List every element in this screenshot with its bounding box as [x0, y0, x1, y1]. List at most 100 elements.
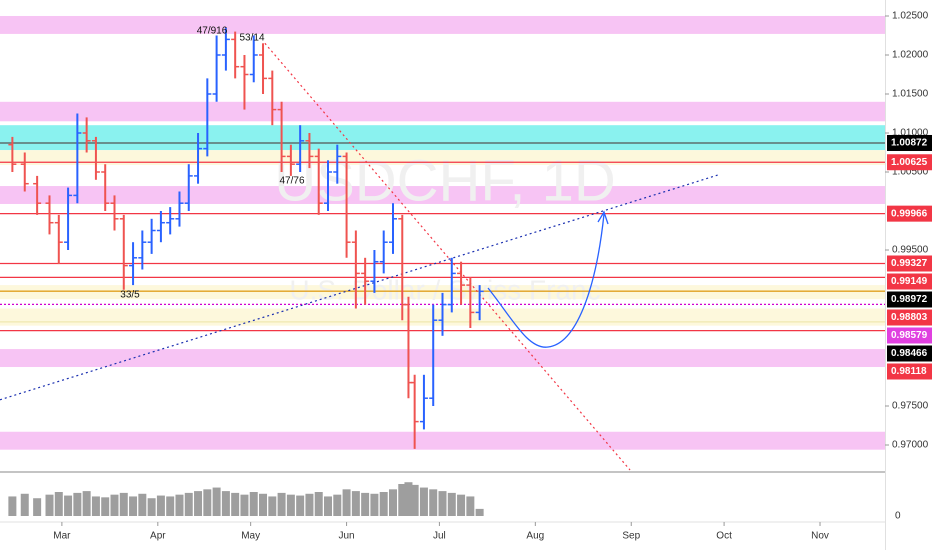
- projection-arrow: [487, 213, 605, 348]
- level-label: 1.00872: [891, 138, 928, 149]
- level-label-bg: [887, 309, 932, 326]
- y-tick-label: 1.02000: [892, 50, 929, 61]
- level-label: 0.98118: [891, 366, 927, 377]
- watermark-sub: U.S. Dollar / Swiss Franc: [289, 274, 600, 305]
- volume-bar: [45, 494, 54, 516]
- volume-bar: [324, 496, 333, 516]
- volume-bar: [429, 489, 438, 516]
- level-label: 0.99966: [891, 208, 928, 219]
- x-tick-label: May: [241, 531, 260, 542]
- volume-bar: [221, 491, 230, 516]
- volume-bar: [147, 498, 156, 516]
- volume-bar: [249, 492, 258, 516]
- level-label-bg: [887, 205, 932, 222]
- x-tick-label: Aug: [526, 531, 544, 542]
- volume-bar: [379, 492, 388, 516]
- volume-bar: [175, 494, 184, 516]
- x-tick-label: Jun: [339, 531, 355, 542]
- volume-bar: [259, 493, 268, 516]
- volume-bar: [101, 497, 110, 516]
- volume-bar: [54, 492, 63, 516]
- volume-bar: [82, 491, 91, 516]
- volume-bar: [110, 494, 119, 516]
- volume-bar: [398, 484, 407, 516]
- volume-bar: [410, 484, 419, 516]
- volume-bar: [138, 493, 147, 516]
- volume-bar: [184, 492, 193, 516]
- trendline: [0, 173, 721, 401]
- y-tick-label: 0.99500: [892, 245, 929, 256]
- level-label-bg: [887, 291, 932, 308]
- volume-bar: [156, 495, 165, 516]
- volume-bar: [64, 495, 73, 516]
- zone: [0, 431, 885, 450]
- y-tick-label: 1.01000: [892, 128, 929, 139]
- annotation: 33/5: [120, 290, 140, 301]
- volume-bar: [388, 489, 397, 516]
- zones: [0, 15, 885, 450]
- volume-bar: [305, 493, 314, 516]
- volume-bar: [457, 494, 466, 516]
- volume-bar: [231, 492, 240, 516]
- level-label-bg: [887, 255, 932, 272]
- zone: [0, 285, 885, 300]
- volume-bar: [351, 491, 360, 516]
- annotation: 47/916: [197, 26, 228, 37]
- volume-bar: [91, 496, 100, 516]
- level-label: 0.98466: [891, 348, 928, 359]
- volume-bar: [404, 482, 413, 516]
- y-tick-label: 1.00500: [892, 167, 929, 178]
- level-label: 0.99327: [891, 258, 928, 269]
- x-tick-label: Apr: [150, 531, 166, 542]
- zone: [0, 125, 885, 151]
- zone: [0, 101, 885, 122]
- x-tick-label: Oct: [716, 531, 732, 542]
- y-tick-label: 1.02500: [892, 11, 929, 22]
- level-label: 0.99149: [891, 276, 928, 287]
- volume-bar: [333, 494, 342, 516]
- volume-bar: [268, 496, 277, 516]
- level-label: 0.98803: [891, 312, 928, 323]
- volume-bar: [370, 493, 379, 516]
- zone: [0, 186, 885, 204]
- volume-bar: [286, 494, 295, 516]
- axis-labels: 1.02500 1.02000 1.01500 1.01000 1.00500 0.995…: [53, 11, 932, 542]
- volume-bar: [194, 491, 203, 516]
- volume-bar: [277, 492, 286, 516]
- y-tick-label: 0.97500: [892, 401, 929, 412]
- y-tick-label: 0.97000: [892, 440, 929, 451]
- x-tick-label: Nov: [811, 531, 829, 542]
- volume-bar: [119, 492, 128, 516]
- y-tick-label: 1.01500: [892, 89, 929, 100]
- arrow-head: [597, 210, 609, 225]
- price-bars: [8, 27, 484, 449]
- trendlines: [0, 42, 721, 471]
- x-tick-label: Mar: [53, 531, 71, 542]
- volume-bar: [20, 493, 29, 516]
- annotation: 47/76: [279, 176, 304, 187]
- volume-tick-label: 0: [895, 511, 901, 522]
- volume-bar: [296, 495, 305, 516]
- volume-bar: [447, 492, 456, 516]
- volume-bar: [475, 508, 484, 516]
- x-tick-label: Jul: [433, 531, 446, 542]
- level-label: 0.98579: [891, 330, 928, 341]
- volume-bar: [129, 496, 138, 516]
- volume-bar: [240, 494, 249, 516]
- trendline: [264, 42, 631, 471]
- volume-bar: [419, 487, 428, 516]
- volume-bar: [466, 496, 475, 516]
- volume-bar: [438, 491, 447, 516]
- volume-bar: [8, 496, 17, 516]
- annotation: 53/14: [239, 33, 264, 44]
- level-label: 0.98972: [891, 294, 928, 305]
- level-label-bg: [887, 327, 932, 344]
- level-label-bg: [887, 363, 932, 380]
- volume-bar: [33, 498, 42, 516]
- watermark: USDCHF, 1D: [274, 148, 616, 213]
- volume-bar: [361, 492, 370, 516]
- volume-bar: [342, 489, 351, 516]
- volume-bar: [73, 492, 82, 516]
- volume-bar: [166, 496, 175, 516]
